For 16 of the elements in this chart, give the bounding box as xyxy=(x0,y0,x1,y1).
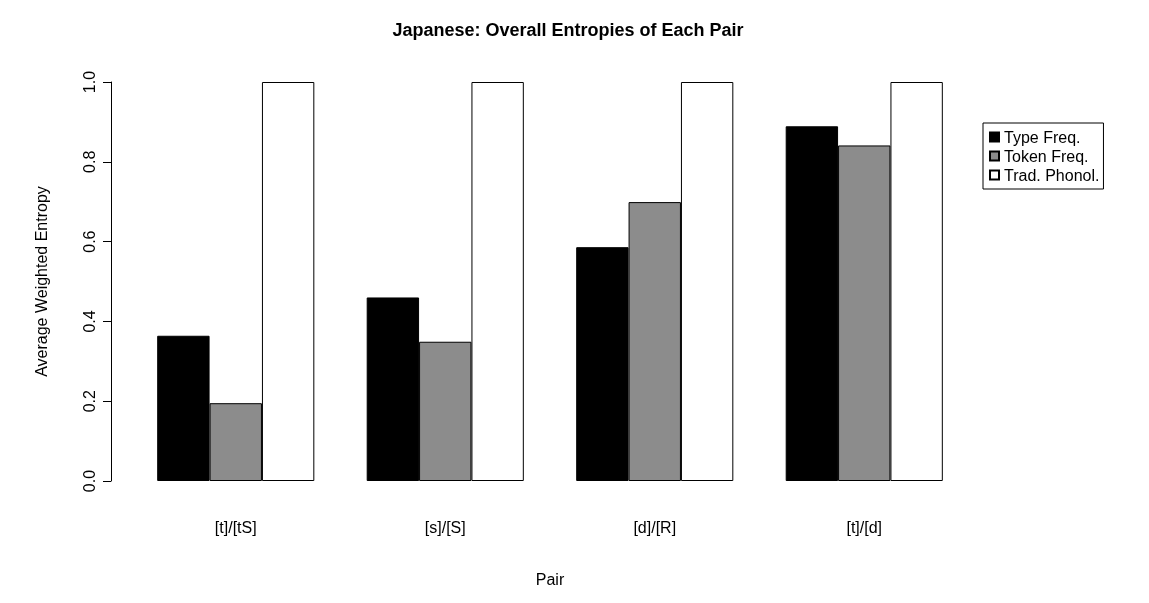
x-tick-label: [d]/[R] xyxy=(633,518,677,536)
x-axis-title: Pair xyxy=(535,570,565,588)
x-tick-label: [s]/[S] xyxy=(424,518,466,536)
legend-label: Type Freq. xyxy=(1004,128,1081,146)
y-tick-label: 1.0 xyxy=(80,70,98,94)
y-tick-label: 0.2 xyxy=(80,389,98,413)
y-axis-title: Average Weighted Entropy xyxy=(32,186,50,377)
y-tick-label: 0.8 xyxy=(80,150,98,173)
y-tick-label: 0.6 xyxy=(80,230,98,253)
chart-title: Japanese: Overall Entropies of Each Pair xyxy=(392,20,744,40)
y-tick-label: 0.4 xyxy=(80,310,98,333)
legend-label: Trad. Phonol. xyxy=(1004,166,1100,184)
x-tick-label: [t]/[tS] xyxy=(214,518,257,536)
y-tick-label: 0.0 xyxy=(80,469,98,493)
legend-label: Token Freq. xyxy=(1004,147,1089,165)
x-tick-label: [t]/[d] xyxy=(846,518,883,536)
